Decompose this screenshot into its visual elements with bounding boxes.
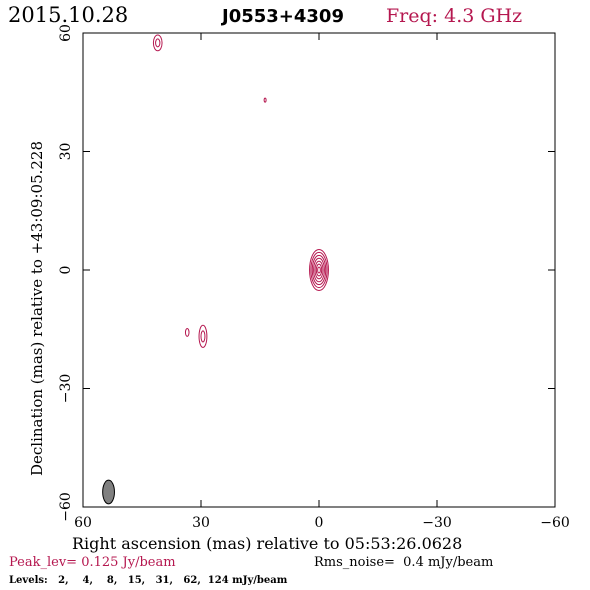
contour-line [311,254,327,286]
source-name: J0553+4309 [220,6,344,27]
peak-level: Peak_lev= 0.125 Jy/beam [9,555,176,570]
x-tick-label: −30 [422,515,452,531]
contour-jet-knot-1 [198,324,208,348]
contour-line [313,257,325,283]
axis-ticks [82,32,556,508]
beam-ellipse [102,479,115,505]
contour-line [184,327,190,337]
contour-line [309,248,329,292]
contour-jet-knot-2 [184,327,190,337]
y-tick-label: 0 [58,266,74,275]
contour-line [263,97,267,103]
y-tick-label: −60 [58,492,74,522]
frequency-label: Freq: 4.3 GHz [386,5,522,27]
contour-line [314,260,324,280]
plot-frame [82,32,556,508]
contour-feature-north-2 [263,97,267,103]
contour-feature-north-1 [152,34,163,52]
x-tick-label: 60 [74,515,92,531]
x-axis-title: Right ascension (mas) relative to 05:53:… [72,534,462,553]
y-tick-labels: −60 −30 0 30 60 [58,24,74,522]
contour-line [310,251,328,289]
x-tick-label: −60 [540,515,570,531]
beam-shape [102,479,115,505]
contour-line [155,38,161,48]
contour-line [315,263,323,277]
contour-line [200,330,206,343]
contour-line [198,324,208,348]
y-axis-title: Declination (mas) relative to +43:09:05.… [28,141,46,476]
x-tick-labels: 60 30 0 −30 −60 [74,515,570,531]
y-tick-label: −30 [58,374,74,404]
contour-core [309,248,329,292]
x-tick-label: 0 [315,515,324,531]
contour-map [152,34,329,348]
observation-date: 2015.10.28 [8,3,128,27]
rms-noise: Rms_noise= 0.4 mJy/beam [314,555,493,570]
y-tick-label: 30 [58,143,74,161]
contour-line [317,266,321,274]
y-tick-label: 60 [58,24,74,42]
contour-levels: Levels: 2, 4, 8, 15, 31, 62, 124 mJy/bea… [9,575,288,586]
x-tick-label: 30 [192,515,210,531]
contour-line [152,34,163,52]
